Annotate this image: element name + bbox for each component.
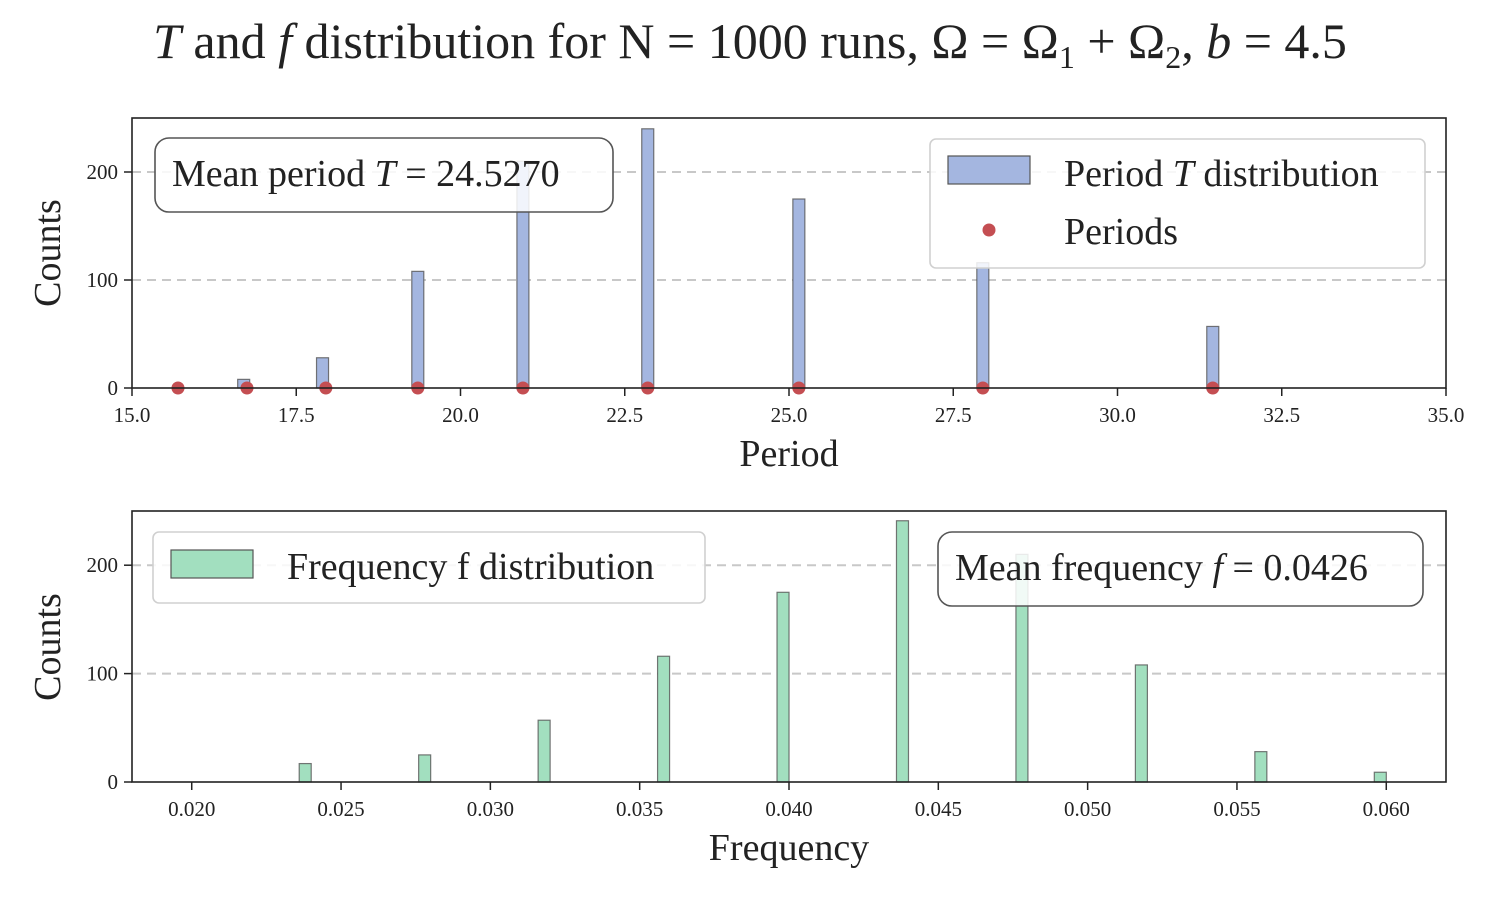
period-y-label: Counts — [27, 199, 69, 307]
frequency-bar — [537, 719, 551, 783]
frequency-legend-box — [152, 531, 706, 604]
period-x-ticks: 15.0 17.5 20.0 22.5 25.0 27.5 30.0 32.5 35.0 — [114, 388, 1465, 427]
frequency-panel: 0.020 0.025 0.030 0.035 0.040 0.045 0.050 0.055… — [27, 510, 1447, 869]
frequency-x-label: Frequency — [709, 827, 869, 869]
frequency-bar — [776, 591, 790, 783]
frequency-bar — [1373, 771, 1387, 783]
mean-frequency-pre: Mean frequency — [955, 547, 1212, 589]
frequency-x-tick-label: 0.025 — [317, 797, 364, 821]
frequency-bar — [895, 520, 910, 783]
mean-frequency-box — [937, 531, 1424, 607]
period-x-tick-label: 22.5 — [606, 403, 643, 427]
period-legend-pre: Period — [1064, 153, 1173, 195]
mean-frequency-text: Mean frequency f = 0.0426 — [955, 547, 1368, 589]
period-x-label: Period — [739, 433, 838, 475]
title-sub2: 2 — [1165, 39, 1181, 75]
frequency-x-tick-label: 0.055 — [1213, 797, 1260, 821]
period-x-tick-label: 35.0 — [1428, 403, 1465, 427]
title-b: b — [1206, 13, 1231, 69]
period-bar — [1206, 325, 1220, 389]
frequency-y-tick-label: 0 — [108, 770, 119, 794]
period-panel: 15.0 17.5 20.0 22.5 25.0 27.5 30.0 32.5 35.0 0 10… — [27, 117, 1465, 475]
period-x-tick-label: 30.0 — [1099, 403, 1136, 427]
period-bar — [641, 128, 655, 389]
period-y-tick-label: 200 — [87, 160, 119, 184]
mean-period-text: Mean period T = 24.5270 — [172, 153, 560, 195]
period-markers — [171, 381, 1220, 395]
period-legend-post: distribution — [1194, 153, 1379, 195]
period-legend-T: T — [1173, 153, 1197, 195]
frequency-y-label: Counts — [27, 593, 69, 701]
chart-title: T and f distribution for N = 1000 runs, … — [153, 13, 1347, 75]
frequency-x-tick-label: 0.060 — [1363, 797, 1410, 821]
period-x-tick-label: 27.5 — [935, 403, 972, 427]
period-y-tick-label: 0 — [108, 376, 119, 400]
mean-frequency-value: = 0.0426 — [1223, 547, 1368, 589]
title-rest: distribution for N = 1000 runs, Ω = Ω — [292, 13, 1059, 69]
frequency-x-tick-label: 0.045 — [915, 797, 962, 821]
period-x-tick-label: 15.0 — [114, 403, 151, 427]
period-legend-box — [929, 138, 1426, 269]
mean-frequency-annotation: Mean frequency f = 0.0426 — [937, 531, 1424, 607]
periods-legend-marker — [982, 223, 996, 237]
frequency-legend-label: Frequency f distribution — [287, 546, 654, 588]
title-plus: + Ω — [1075, 13, 1165, 69]
period-x-tick-label: 20.0 — [442, 403, 479, 427]
title-T: T — [153, 13, 184, 69]
period-y-ticks: 0 100 200 — [87, 160, 132, 400]
period-legend-label: Period T distribution — [1064, 153, 1379, 195]
title-comma: , — [1181, 13, 1206, 69]
frequency-x-tick-label: 0.040 — [765, 797, 812, 821]
periods-legend-label: Periods — [1064, 211, 1178, 253]
period-bar — [976, 262, 990, 389]
frequency-y-tick-label: 200 — [87, 553, 119, 577]
period-legend-swatch — [947, 155, 1031, 185]
frequency-bar — [1254, 751, 1268, 783]
title-tail: = 4.5 — [1231, 13, 1347, 69]
period-bar — [411, 270, 425, 389]
period-legend: Period T distribution Periods — [929, 138, 1426, 269]
frequency-legend-swatch — [170, 549, 254, 579]
frequency-bar — [298, 762, 312, 783]
frequency-y-ticks: 0 100 200 — [87, 553, 132, 794]
frequency-x-tick-label: 0.035 — [616, 797, 663, 821]
period-x-tick-label: 25.0 — [771, 403, 808, 427]
frequency-bar — [418, 754, 432, 783]
frequency-legend: Frequency f distribution — [152, 531, 706, 604]
frequency-x-tick-label: 0.020 — [168, 797, 215, 821]
frequency-y-tick-label: 100 — [87, 662, 119, 686]
period-x-tick-label: 32.5 — [1263, 403, 1300, 427]
period-x-tick-label: 17.5 — [278, 403, 315, 427]
frequency-x-ticks: 0.020 0.025 0.030 0.035 0.040 0.045 0.050 0.055… — [168, 782, 1410, 821]
frequency-bars — [298, 520, 1387, 783]
period-y-tick-label: 100 — [87, 268, 119, 292]
mean-period-value: = 24.5270 — [396, 153, 560, 195]
mean-period-annotation: Mean period T = 24.5270 — [154, 137, 614, 213]
title-sub1: 1 — [1059, 39, 1075, 75]
mean-period-T: T — [375, 153, 399, 195]
frequency-x-tick-label: 0.030 — [467, 797, 514, 821]
mean-period-pre: Mean period — [172, 153, 375, 195]
frequency-x-tick-label: 0.050 — [1064, 797, 1111, 821]
period-bar — [792, 198, 806, 389]
frequency-bar — [1134, 664, 1148, 783]
title-mid: and — [181, 13, 278, 69]
mean-period-box — [154, 137, 614, 213]
frequency-bar — [656, 655, 671, 783]
